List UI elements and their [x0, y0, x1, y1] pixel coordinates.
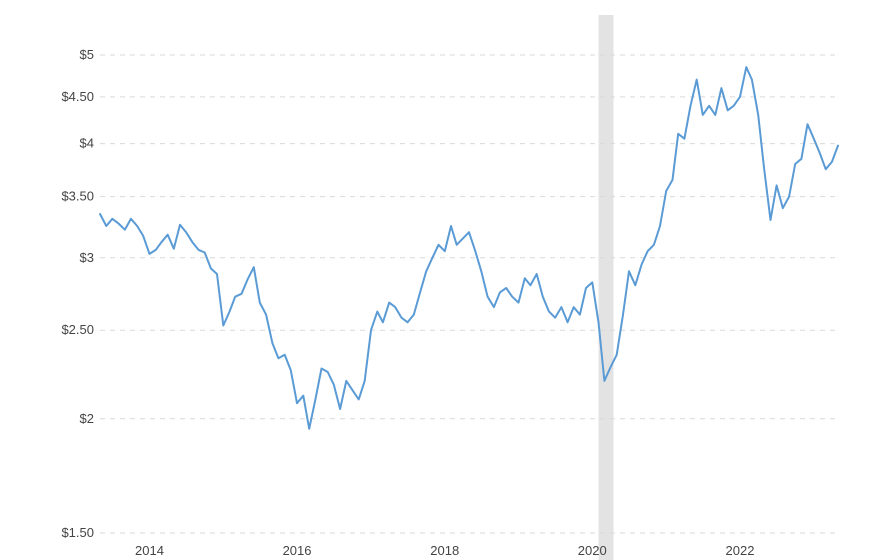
- x-tick-label: 2018: [430, 543, 459, 558]
- y-tick-label: $4: [80, 136, 94, 151]
- y-tick-label: $3: [80, 250, 94, 265]
- series-line: [99, 66, 839, 430]
- x-tick-label: 2016: [283, 543, 312, 558]
- x-tick-label: 2020: [578, 543, 607, 558]
- y-tick-label: $2: [80, 411, 94, 426]
- y-tick-label: $5: [80, 47, 94, 62]
- y-tick-label: $3.50: [61, 189, 94, 204]
- shaded-period: [598, 15, 614, 560]
- x-tick-label: 2022: [726, 543, 755, 558]
- x-tick-label: 2014: [135, 543, 164, 558]
- y-tick-label: $4.50: [61, 89, 94, 104]
- y-tick-label: $2.50: [61, 322, 94, 337]
- y-tick-label: $1.50: [61, 525, 94, 540]
